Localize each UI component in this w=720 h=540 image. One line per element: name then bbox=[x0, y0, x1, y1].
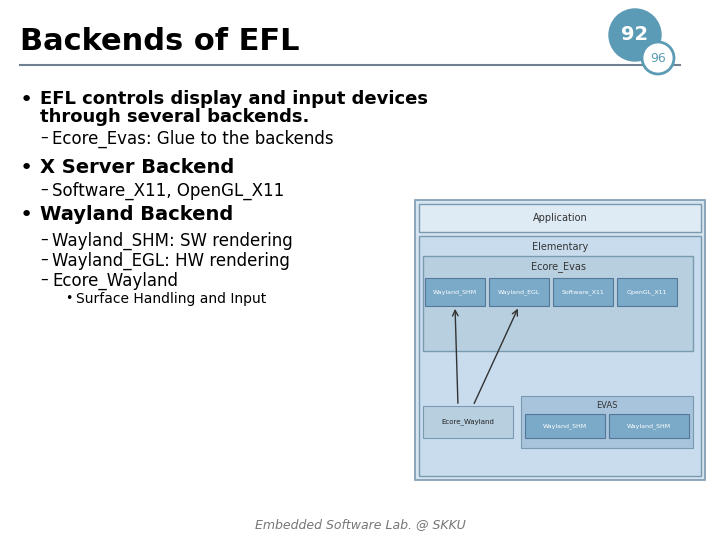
Text: EVAS: EVAS bbox=[596, 402, 618, 410]
Text: Surface Handling and Input: Surface Handling and Input bbox=[76, 292, 266, 306]
Text: Ecore_Evas: Glue to the backends: Ecore_Evas: Glue to the backends bbox=[52, 130, 333, 148]
Circle shape bbox=[642, 42, 674, 74]
FancyBboxPatch shape bbox=[521, 396, 693, 448]
Text: –: – bbox=[40, 272, 48, 287]
FancyBboxPatch shape bbox=[617, 278, 677, 306]
Text: 96: 96 bbox=[650, 51, 666, 64]
Text: –: – bbox=[40, 232, 48, 247]
Text: Ecore_Wayland: Ecore_Wayland bbox=[52, 272, 178, 291]
Text: Backends of EFL: Backends of EFL bbox=[20, 28, 300, 57]
Text: OpenGL_X11: OpenGL_X11 bbox=[627, 289, 667, 295]
Circle shape bbox=[609, 9, 661, 61]
FancyBboxPatch shape bbox=[609, 414, 689, 438]
Text: Ecore_Evas: Ecore_Evas bbox=[531, 261, 585, 273]
Text: •: • bbox=[20, 205, 33, 225]
Text: •: • bbox=[65, 292, 73, 305]
Text: Wayland_SHM: Wayland_SHM bbox=[543, 423, 587, 429]
FancyBboxPatch shape bbox=[525, 414, 605, 438]
Text: Wayland_SHM: SW rendering: Wayland_SHM: SW rendering bbox=[52, 232, 293, 250]
FancyBboxPatch shape bbox=[415, 200, 705, 480]
FancyBboxPatch shape bbox=[419, 204, 701, 232]
Text: •: • bbox=[20, 158, 33, 178]
Text: Wayland_EGL: HW rendering: Wayland_EGL: HW rendering bbox=[52, 252, 290, 270]
FancyBboxPatch shape bbox=[423, 406, 513, 438]
FancyBboxPatch shape bbox=[553, 278, 613, 306]
Text: through several backends.: through several backends. bbox=[40, 108, 310, 126]
Text: Software_X11: Software_X11 bbox=[562, 289, 604, 295]
FancyBboxPatch shape bbox=[419, 236, 701, 476]
FancyBboxPatch shape bbox=[423, 256, 693, 351]
Text: Ecore_Wayland: Ecore_Wayland bbox=[441, 418, 495, 426]
Text: –: – bbox=[40, 130, 48, 145]
Text: Application: Application bbox=[533, 213, 588, 223]
Text: Software_X11, OpenGL_X11: Software_X11, OpenGL_X11 bbox=[52, 182, 284, 200]
FancyBboxPatch shape bbox=[489, 278, 549, 306]
Text: –: – bbox=[40, 252, 48, 267]
Text: EFL controls display and input devices: EFL controls display and input devices bbox=[40, 90, 428, 108]
Text: Wayland_SHM: Wayland_SHM bbox=[627, 423, 671, 429]
Text: •: • bbox=[20, 90, 33, 110]
Text: –: – bbox=[40, 182, 48, 197]
Text: 92: 92 bbox=[621, 25, 649, 44]
Text: X Server Backend: X Server Backend bbox=[40, 158, 234, 177]
Text: Embedded Software Lab. @ SKKU: Embedded Software Lab. @ SKKU bbox=[255, 518, 465, 531]
Text: Wayland_SHM: Wayland_SHM bbox=[433, 289, 477, 295]
Text: Elementary: Elementary bbox=[532, 242, 588, 252]
FancyBboxPatch shape bbox=[425, 278, 485, 306]
Text: Wayland_EGL: Wayland_EGL bbox=[498, 289, 540, 295]
Text: Wayland Backend: Wayland Backend bbox=[40, 205, 233, 224]
